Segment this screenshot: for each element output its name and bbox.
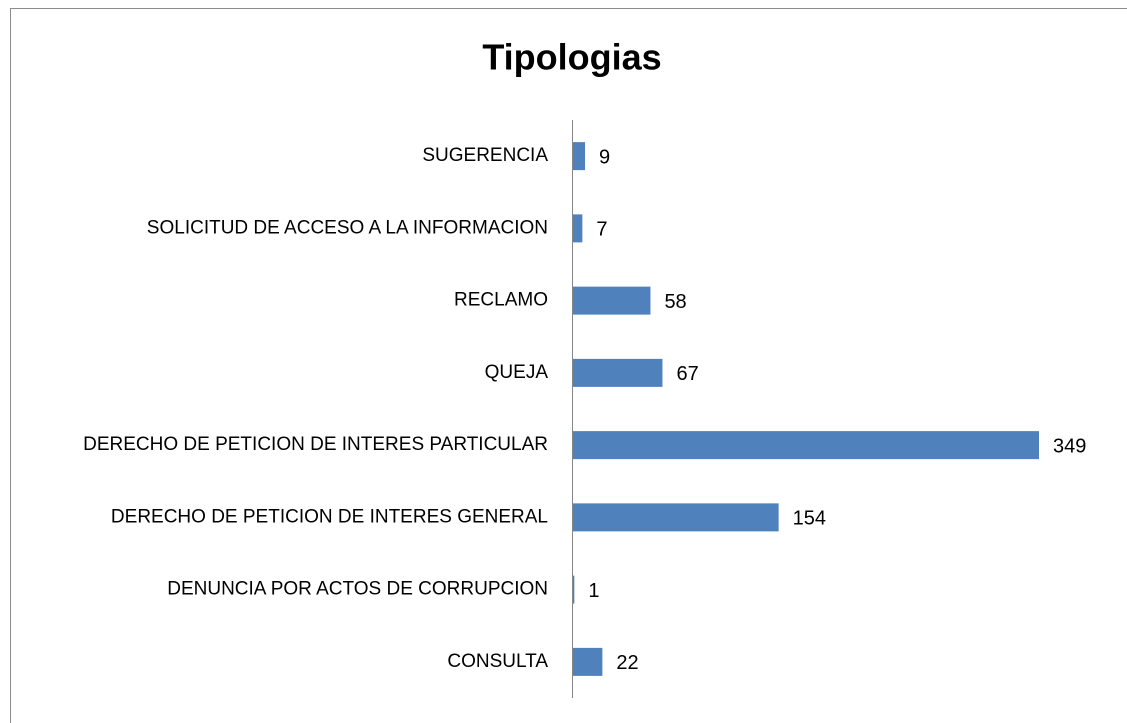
bar [573,503,779,532]
category-label: DERECHO DE PETICION DE INTERES PARTICULA… [83,434,548,455]
data-label: 67 [676,363,698,385]
bar [573,142,586,171]
category-label: SUGERENCIA [422,145,548,166]
data-label: 7 [596,219,607,241]
data-label: 58 [664,291,686,313]
category-label: DERECHO DE PETICION DE INTERES GENERAL [111,506,548,527]
bar [573,647,603,676]
category-label: QUEJA [485,362,549,383]
category-label: CONSULTA [447,651,548,672]
bar [573,214,583,243]
bar [573,575,575,604]
bar [573,358,663,387]
category-label: SOLICITUD DE ACCESO A LA INFORMACION [147,217,548,238]
data-label: 154 [793,508,826,530]
category-label: RECLAMO [454,290,548,311]
bar [573,286,651,315]
data-label: 1 [588,580,599,602]
chart-border [10,8,1127,723]
bar [573,431,1039,460]
data-label: 9 [599,146,610,168]
data-label: 349 [1053,435,1086,457]
data-label: 22 [616,652,638,674]
category-label: DENUNCIA POR ACTOS DE CORRUPCION [167,579,548,600]
chart-title: Tipologias [482,37,661,78]
